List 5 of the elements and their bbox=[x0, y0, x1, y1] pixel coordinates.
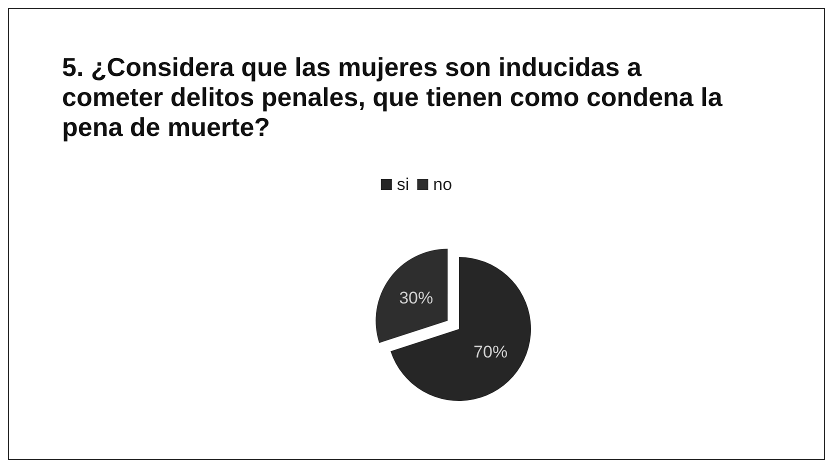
chart-title: 5. ¿Considera que las mujeres son inducidas a cometer delitos penales, que tienen como condena la pena de muerte? bbox=[62, 52, 730, 142]
data-label: 70% bbox=[474, 342, 508, 362]
legend-label: si bbox=[396, 175, 410, 194]
data-label: 30% bbox=[399, 288, 434, 308]
legend-label: no bbox=[433, 175, 452, 194]
